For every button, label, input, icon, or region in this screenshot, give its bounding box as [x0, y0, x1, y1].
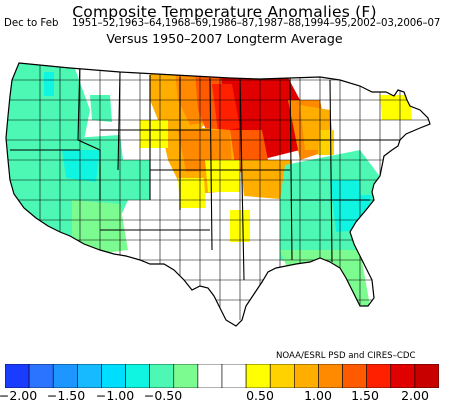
colorbar-cell	[149, 364, 175, 388]
us-climate-division-map	[5, 62, 431, 327]
colorbar-cell	[318, 364, 343, 388]
colorbar-cell	[294, 364, 319, 388]
season-label: Dec to Feb	[4, 18, 59, 29]
gulf-coast-anomaly-region	[280, 250, 370, 306]
colorbar-tick-label: −1.50	[46, 388, 86, 403]
colorbar-cell	[269, 364, 295, 388]
ohio-valley-warm-region	[318, 130, 334, 155]
map-title: Composite Temperature Anomalies (F)	[72, 3, 377, 21]
colorbar-cell	[245, 364, 271, 388]
colorbar-cell	[173, 364, 199, 388]
colorbar-cell	[101, 364, 126, 388]
colorbar-cell	[52, 364, 78, 388]
colorbar-cell	[5, 364, 30, 388]
northeast-yellow-region	[380, 95, 412, 120]
climate-division-boundaries	[6, 63, 430, 320]
great-plains-yellow-region	[205, 160, 240, 192]
nevada-cold-region	[62, 150, 100, 182]
colorbar-tick-label: −1.00	[95, 388, 135, 403]
data-source-credit: NOAA/ESRL PSD and CIRES–CDC	[276, 351, 416, 361]
colorbar-tick-label: −2.00	[0, 388, 38, 403]
colorbar-tick-label: 0.50	[246, 388, 274, 403]
colorbar-tick-label: −0.50	[143, 388, 183, 403]
composite-years: 1951–52,1963–64,1968–69,1986–87,1987–88,…	[72, 18, 441, 29]
colorbar-cell	[77, 364, 102, 388]
colorbar-cell	[366, 364, 392, 388]
colorbar-cell	[342, 364, 367, 388]
colorbar-cell	[197, 364, 223, 388]
oklahoma-yellow-region	[178, 178, 206, 208]
colorbar	[5, 364, 439, 388]
colorbar-tick-label: 1.50	[351, 388, 379, 403]
colorbar-tick-label: 2.00	[401, 388, 429, 403]
high-plains-yellow-region	[140, 120, 168, 148]
colorbar-cell	[221, 364, 247, 388]
colorbar-cell	[414, 364, 439, 388]
montana-cold-region	[44, 72, 54, 96]
rockies-anomaly-region	[90, 95, 112, 122]
colorbar-cell	[390, 364, 416, 388]
colorbar-tick-labels: −2.00 −1.50 −1.00 −0.50 0.50 1.00 1.50 2…	[0, 388, 449, 403]
colorbar-cell	[28, 364, 54, 388]
colorbar-tick-label: 1.00	[304, 388, 332, 403]
baseline-label: Versus 1950–2007 Longterm Average	[106, 31, 343, 46]
colorbar-cell	[125, 364, 150, 388]
